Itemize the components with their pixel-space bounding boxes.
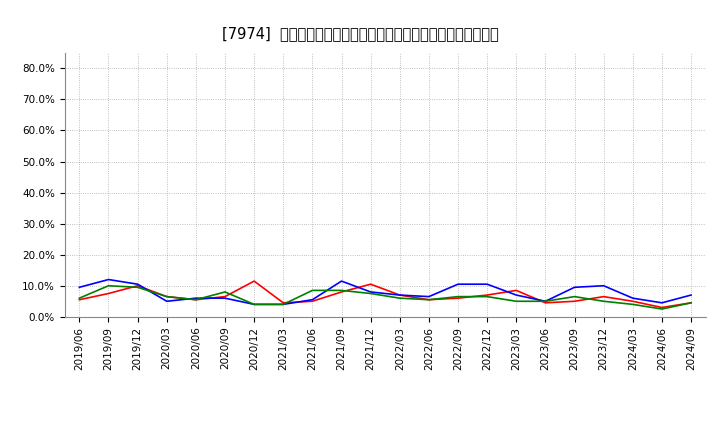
買入債務 xyxy=(75,296,84,301)
在庫 xyxy=(366,290,375,295)
在庫 xyxy=(483,282,492,287)
売上債権 xyxy=(308,299,317,304)
売上債権 xyxy=(657,305,666,310)
在庫 xyxy=(570,285,579,290)
買入債務 xyxy=(425,297,433,302)
売上債権 xyxy=(337,290,346,295)
売上債権 xyxy=(279,300,287,305)
買入債務 xyxy=(279,302,287,307)
在庫 xyxy=(541,299,550,304)
在庫 xyxy=(512,293,521,298)
在庫 xyxy=(163,299,171,304)
売上債権 xyxy=(570,299,579,304)
在庫 xyxy=(599,283,608,288)
買入債務 xyxy=(483,294,492,299)
在庫 xyxy=(657,300,666,305)
売上債権 xyxy=(687,300,696,305)
在庫 xyxy=(687,293,696,298)
買入債務 xyxy=(454,294,462,299)
買入債務 xyxy=(192,297,200,302)
在庫 xyxy=(220,296,229,301)
買入債務 xyxy=(512,299,521,304)
売上債権 xyxy=(133,283,142,288)
買入債務 xyxy=(687,300,696,305)
Text: [7974]  売上債権、在庫、買入債務の総資産に対する比率の推移: [7974] 売上債権、在庫、買入債務の総資産に対する比率の推移 xyxy=(222,26,498,41)
在庫 xyxy=(337,279,346,284)
買入債務 xyxy=(570,294,579,299)
在庫 xyxy=(425,294,433,299)
在庫 xyxy=(395,293,404,298)
売上債権 xyxy=(425,297,433,302)
売上債権 xyxy=(104,291,113,296)
在庫 xyxy=(104,277,113,282)
売上債権 xyxy=(220,294,229,299)
在庫 xyxy=(454,282,462,287)
買入債務 xyxy=(104,283,113,288)
売上債権 xyxy=(395,293,404,298)
売上債権 xyxy=(163,294,171,299)
買入債務 xyxy=(541,299,550,304)
売上債権 xyxy=(483,293,492,298)
在庫 xyxy=(308,297,317,302)
売上債権 xyxy=(512,288,521,293)
在庫 xyxy=(75,285,84,290)
買入債務 xyxy=(337,288,346,293)
売上債権 xyxy=(250,279,258,284)
買入債務 xyxy=(163,294,171,299)
買入債務 xyxy=(220,290,229,295)
買入債務 xyxy=(629,302,637,307)
売上債権 xyxy=(599,294,608,299)
売上債権 xyxy=(366,282,375,287)
売上債権 xyxy=(454,296,462,301)
在庫 xyxy=(250,302,258,307)
買入債務 xyxy=(395,296,404,301)
Line: 在庫: 在庫 xyxy=(79,279,691,304)
在庫 xyxy=(629,296,637,301)
在庫 xyxy=(133,282,142,287)
買入債務 xyxy=(657,306,666,312)
売上債権 xyxy=(75,297,84,302)
買入債務 xyxy=(133,285,142,290)
売上債権 xyxy=(629,299,637,304)
買入債務 xyxy=(250,302,258,307)
売上債権 xyxy=(192,297,200,302)
Line: 売上債権: 売上債権 xyxy=(79,281,691,308)
売上債権 xyxy=(541,300,550,305)
買入債務 xyxy=(599,299,608,304)
買入債務 xyxy=(366,291,375,296)
在庫 xyxy=(279,302,287,307)
買入債務 xyxy=(308,288,317,293)
在庫 xyxy=(192,296,200,301)
Line: 買入債務: 買入債務 xyxy=(79,286,691,309)
